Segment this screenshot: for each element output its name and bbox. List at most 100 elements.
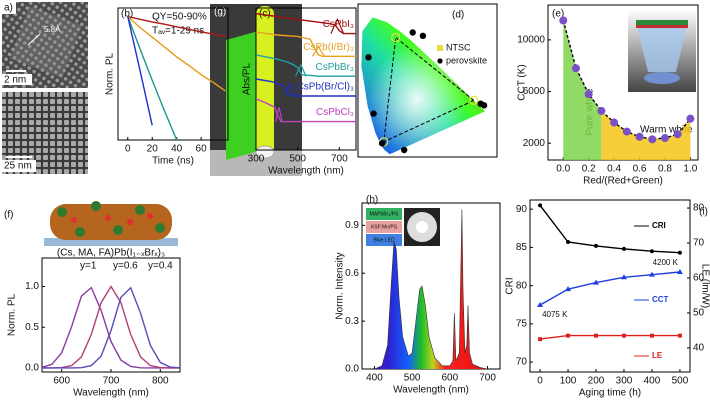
marker	[635, 132, 644, 141]
marker	[593, 279, 600, 285]
y-tick-label: 0.9	[345, 220, 359, 231]
x-tick-label: 600	[53, 376, 70, 387]
marker	[594, 243, 599, 248]
x-tick-label: 1.0	[683, 164, 697, 175]
ruler	[210, 150, 302, 176]
spectrum-line	[374, 209, 488, 370]
x-tick-label: 800	[152, 376, 169, 387]
x-tick-label: 0	[125, 144, 131, 155]
marker	[610, 118, 619, 127]
value-label: 4200 K	[653, 258, 679, 267]
marker	[597, 106, 606, 115]
marker	[565, 286, 572, 292]
y2-tick-label: 60	[693, 273, 705, 284]
x-tick-label: 0.0	[556, 164, 570, 175]
marker	[649, 249, 654, 254]
series-line	[127, 16, 227, 92]
legend-label: perovskite	[446, 55, 487, 65]
series-line	[41, 286, 180, 369]
panel-h-inset	[366, 208, 440, 246]
panel-label: (d)	[452, 10, 464, 21]
pl-line	[284, 81, 297, 97]
panel-d	[357, 3, 498, 158]
y-tick-label: 6000	[523, 86, 546, 97]
marker	[677, 250, 682, 255]
marker	[673, 130, 682, 139]
series-label: CsPb(Br/Cl)₃	[297, 82, 354, 93]
x-tick-label: 20	[147, 144, 159, 155]
marker	[538, 203, 543, 208]
roll-end	[255, 145, 275, 159]
scale-bar	[6, 70, 26, 72]
ion	[57, 207, 67, 217]
point	[370, 110, 377, 117]
marker	[584, 90, 593, 99]
panel-label: (g)	[214, 7, 226, 18]
series-label: CsPbBr₃	[315, 62, 354, 73]
point	[401, 146, 408, 154]
marker	[621, 246, 626, 251]
x-axis-label: Wavelength (nm)	[73, 388, 149, 399]
nanocrystal	[10, 6, 82, 78]
marker	[571, 64, 580, 73]
x-tick-label: 700	[331, 154, 348, 165]
y-tick-label: 75	[516, 318, 528, 329]
x-tick-label: 0.4	[607, 164, 621, 175]
series-label: CsPbCl₃	[316, 107, 354, 118]
pl-line	[295, 63, 307, 77]
series-line	[42, 286, 181, 369]
marker	[620, 274, 627, 280]
scale-label: 2 nm	[4, 75, 26, 86]
y-axis-label: Norm. Intensity	[335, 252, 346, 319]
white-point-shade	[361, 17, 485, 155]
inset-label: MAPbBr₃/PS	[370, 211, 399, 217]
y2-tick-label: 50	[693, 308, 705, 319]
x-tick-label: 300	[248, 154, 265, 165]
gamut-triangle	[383, 36, 475, 143]
lamp-cup	[636, 22, 688, 72]
y2-tick-label: 70	[693, 238, 705, 249]
marker	[594, 333, 599, 338]
ion	[91, 201, 101, 211]
marker	[677, 333, 682, 338]
film	[636, 20, 688, 25]
crystal-film	[50, 204, 172, 240]
series-line	[127, 16, 178, 141]
x-axis-label: Aging time (h)	[579, 388, 641, 399]
y-tick-label: 0.3	[345, 316, 359, 327]
panel-label: a)	[4, 3, 13, 14]
marker	[676, 269, 683, 275]
film	[636, 25, 688, 28]
x-tick-label: 500	[404, 373, 421, 384]
x-tick-label: 300	[616, 376, 633, 387]
series-line	[255, 98, 356, 123]
label-bg	[2, 160, 36, 172]
marker	[648, 271, 655, 277]
ion	[127, 219, 133, 225]
x-tick-label: 60	[196, 144, 208, 155]
point	[419, 32, 427, 40]
marker	[621, 333, 626, 338]
series-line	[255, 54, 356, 77]
layer	[366, 234, 402, 246]
panel-a: a) 5.8Å 2 nm 25 nm	[2, 2, 88, 174]
led-base	[644, 72, 680, 84]
marker	[537, 301, 544, 307]
y-tick-label: 0.5	[25, 322, 39, 333]
label-bg	[2, 2, 16, 14]
y-axis-label: CRI	[505, 277, 516, 294]
point	[365, 54, 372, 61]
x-tick-label: 200	[588, 376, 605, 387]
marker	[566, 333, 571, 338]
marker	[649, 333, 654, 338]
value-label: 4075 K	[542, 310, 568, 319]
annotation: QY=50-90%	[152, 12, 207, 23]
y-tick-label: 10000	[517, 35, 545, 46]
ion	[147, 213, 153, 219]
ion	[105, 215, 111, 221]
y2-tick-label: 80	[693, 203, 705, 214]
point	[378, 140, 386, 147]
tem-image	[2, 2, 88, 88]
series-line	[539, 204, 680, 254]
x-tick-label: 700	[103, 376, 120, 387]
